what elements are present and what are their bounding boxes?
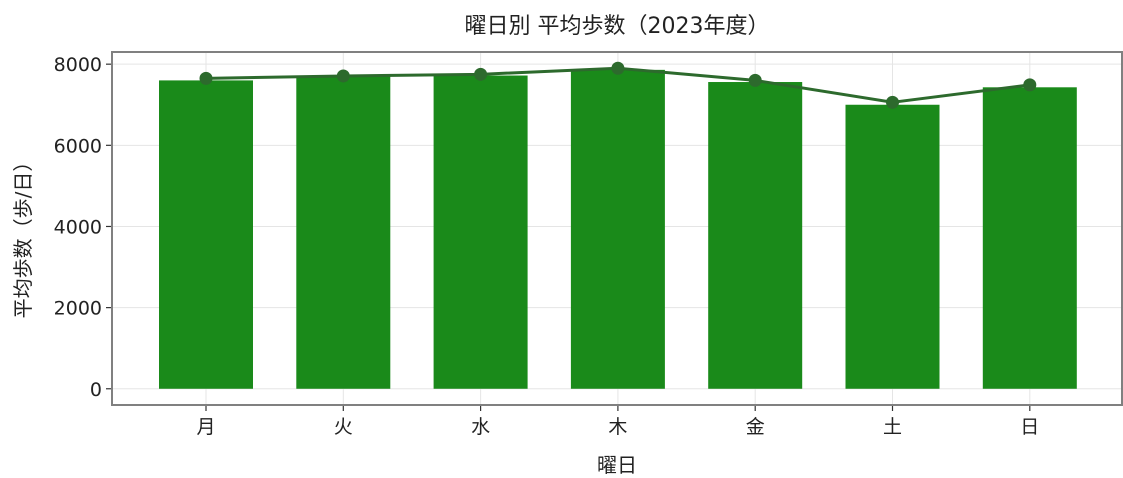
y-axis-title: 平均歩数（歩/日） — [11, 152, 35, 319]
x-tick-label: 月 — [196, 416, 215, 438]
line-point — [886, 95, 899, 109]
bar — [296, 76, 391, 389]
y-tick-label: 8000 — [54, 54, 102, 76]
bar — [159, 80, 253, 389]
chart-title: 曜日別 平均歩数（2023年度） — [465, 14, 770, 39]
bar — [708, 82, 803, 389]
x-tick-label: 金 — [746, 416, 765, 438]
bar — [982, 87, 1077, 389]
line-layer — [199, 61, 1037, 109]
x-tick-label: 水 — [471, 416, 490, 438]
line-point — [474, 67, 488, 81]
y-tick-label: 2000 — [54, 298, 102, 320]
line-point — [1023, 78, 1037, 92]
bar-layer — [159, 69, 1077, 389]
x-tick-label: 火 — [334, 416, 353, 438]
x-tick-label: 木 — [608, 416, 627, 438]
bar — [845, 104, 940, 389]
line-point — [611, 61, 625, 75]
plot-frame — [111, 51, 1123, 406]
y-tick-label: 0 — [90, 379, 102, 401]
line-point — [199, 71, 213, 85]
x-tick-label: 日 — [1020, 416, 1039, 438]
y-tick-label: 6000 — [54, 135, 102, 157]
axis-layer: 0 2000 4000 6000 8000 月 火 水 木 金 土 日 — [54, 54, 1040, 438]
x-axis-title: 曜日 — [597, 453, 637, 477]
line-point — [336, 69, 350, 83]
bar — [433, 75, 528, 389]
x-tick-label: 土 — [883, 416, 902, 438]
y-tick-label: 4000 — [54, 216, 102, 238]
bar — [570, 69, 665, 389]
line-point — [748, 73, 762, 87]
